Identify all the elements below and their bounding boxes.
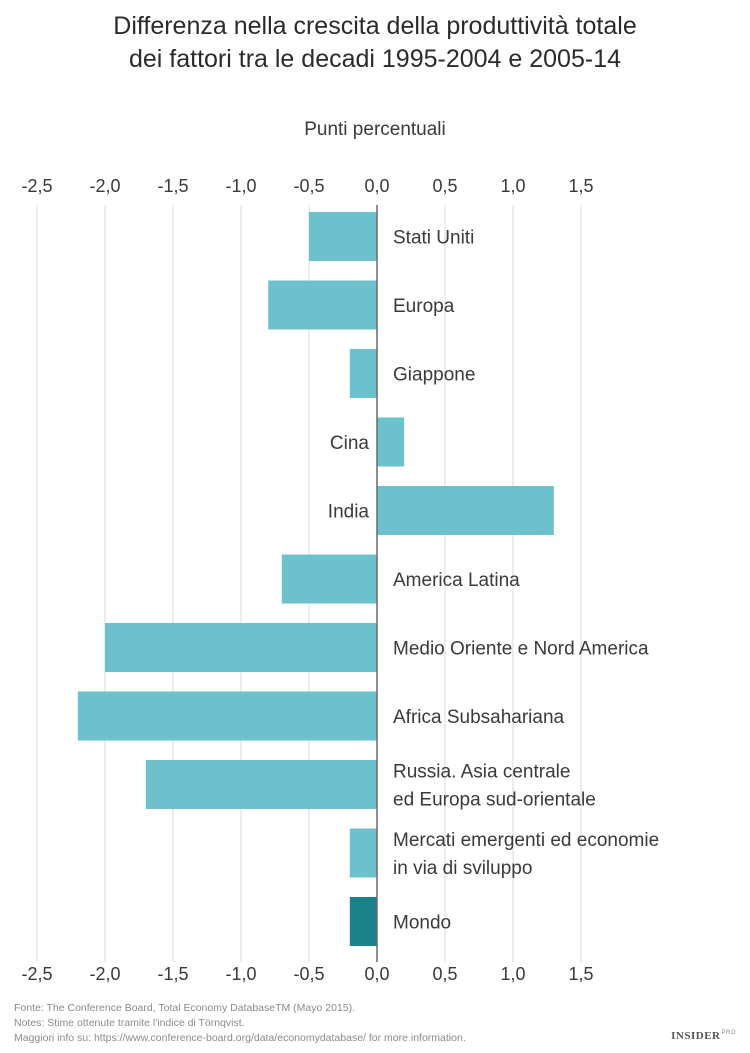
bar (309, 212, 377, 261)
bar (105, 623, 377, 672)
chart-title-line-1: Differenza nella crescita della produtti… (113, 12, 637, 40)
category-label: Medio Oriente e Nord America (393, 639, 649, 660)
brand-suffix: PRO (721, 1030, 736, 1036)
bar (77, 691, 378, 741)
x-tick-label-top: 1,5 (568, 176, 593, 196)
bar (377, 417, 405, 467)
x-tick-label-top: 1,0 (500, 176, 525, 196)
footer-notes-line: Notes: Stime ottenute tramite l'indice d… (14, 1017, 245, 1029)
x-tick-label-bottom: 0,0 (364, 964, 389, 984)
x-tick-label-bottom: -1,5 (157, 964, 188, 984)
category-label-line: America Latina (393, 570, 520, 591)
category-label: Stati Uniti (393, 228, 474, 249)
chart-title: Differenza nella crescita della produtti… (0, 10, 750, 76)
category-label: Cina (330, 433, 370, 454)
category-label-line: Russia. Asia centrale (393, 762, 570, 783)
category-label-line: Giappone (393, 365, 475, 386)
category-label-line: Africa Subsahariana (393, 707, 565, 728)
bar-chart: -2,5 -2,5 -2,0 -2,0 -1,5 -1,5 -1,0 -1,0 -0,5 -0,5… (21, 176, 659, 984)
x-tick-label-top: -1,5 (157, 176, 188, 196)
category-label: America Latina (393, 570, 520, 591)
brand-name: INSIDER (671, 1030, 721, 1042)
category-label: Giappone (393, 365, 475, 386)
category-label-line: Medio Oriente e Nord America (393, 639, 649, 660)
x-tick-label-bottom: 1,0 (500, 964, 525, 984)
category-label-line: ed Europa sud-orientale (393, 790, 596, 811)
category-label: Russia. Asia centrale ed Europa sud-orien… (393, 762, 596, 811)
category-label-line: Cina (330, 433, 370, 454)
category-label: Europa (393, 296, 455, 317)
bar (349, 897, 377, 946)
bar (349, 828, 377, 878)
bar (145, 760, 377, 809)
x-tick-label-bottom: 0,5 (432, 964, 457, 984)
brand-logo: INSIDERPRO (671, 1030, 736, 1042)
footer-source: Fonte: The Conference Board, Total Econo… (14, 1002, 356, 1014)
category-label-line: India (328, 502, 370, 523)
bar (281, 554, 377, 604)
bar (377, 486, 554, 535)
chart-title-line-2: dei fattori tra le decadi 1995-2004 e 20… (128, 45, 622, 73)
footer-more-info: Maggiori info su: https://www.conference… (14, 1032, 466, 1044)
x-tick-label-top: 0,5 (432, 176, 457, 196)
category-label-line: Mondo (393, 913, 451, 934)
footer-notes: Fonte: The Conference Board, Total Econo… (14, 1001, 466, 1046)
category-label-line: Stati Uniti (393, 228, 474, 249)
x-tick-label-bottom: -2,5 (21, 964, 52, 984)
category-label: India (328, 502, 370, 523)
x-axis-label: Punti percentuali (304, 119, 446, 140)
bar (268, 280, 377, 330)
category-label-line: in via di sviluppo (393, 858, 532, 879)
category-label: Africa Subsahariana (393, 707, 565, 728)
category-label-line: Mercati emergenti ed economie (393, 830, 659, 851)
x-tick-label-bottom: -1,0 (225, 964, 256, 984)
bar (349, 349, 377, 398)
x-tick-label-top: -2,0 (89, 176, 120, 196)
category-label: Mondo (393, 913, 451, 934)
x-tick-label-top: -0,5 (293, 176, 324, 196)
x-tick-label-top: -2,5 (21, 176, 52, 196)
category-label-line: Europa (393, 296, 455, 317)
x-tick-label-top: 0,0 (364, 176, 389, 196)
category-label: Mercati emergenti ed economie in via di s… (393, 830, 659, 879)
x-tick-label-top: -1,0 (225, 176, 256, 196)
x-tick-label-bottom: -0,5 (293, 964, 324, 984)
x-tick-label-bottom: 1,5 (568, 964, 593, 984)
x-tick-label-bottom: -2,0 (89, 964, 120, 984)
